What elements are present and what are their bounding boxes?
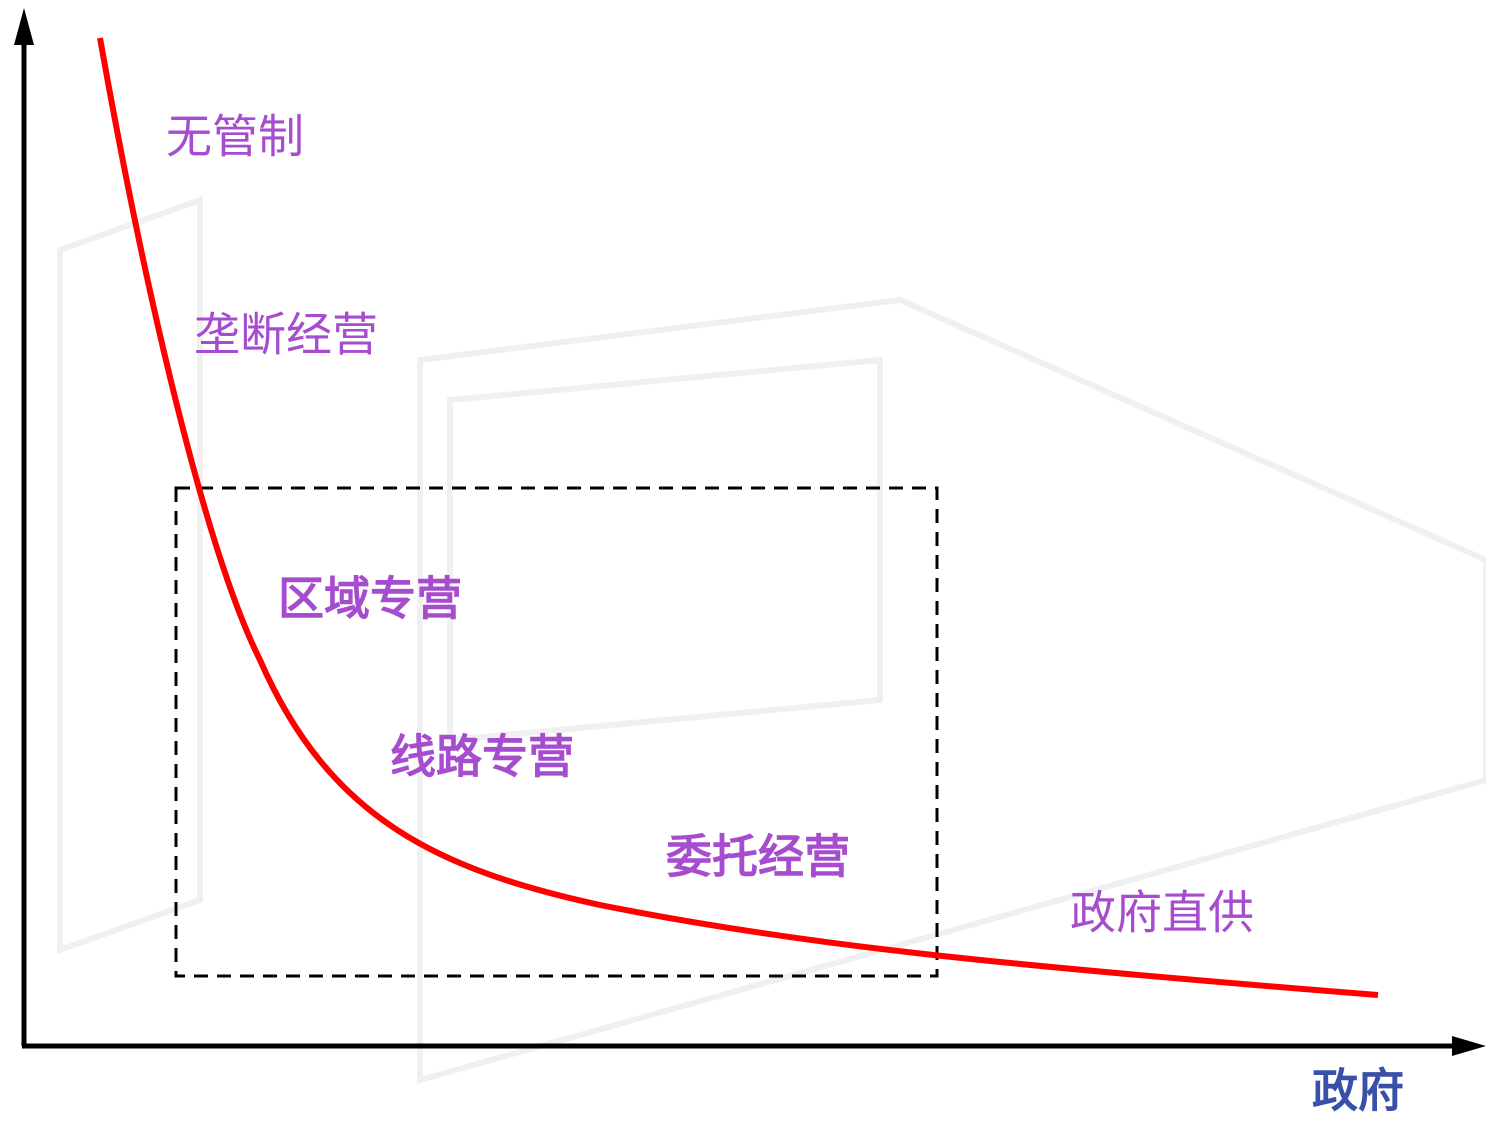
label: 无管制	[166, 110, 304, 164]
label: 垄断经营	[194, 308, 378, 362]
axes	[21, 25, 1470, 1049]
y-arrow	[14, 8, 34, 45]
x-arrow	[1452, 1036, 1486, 1056]
dashed-box	[174, 486, 939, 978]
curve	[97, 37, 1379, 998]
label: 区域专营	[278, 572, 462, 626]
x-axis-label: 政府	[1312, 1064, 1404, 1118]
label: 政府直供	[1070, 886, 1254, 940]
background-sketch	[57, 195, 1486, 1084]
label: 委托经营	[666, 830, 850, 884]
label: 线路专营	[390, 730, 574, 784]
